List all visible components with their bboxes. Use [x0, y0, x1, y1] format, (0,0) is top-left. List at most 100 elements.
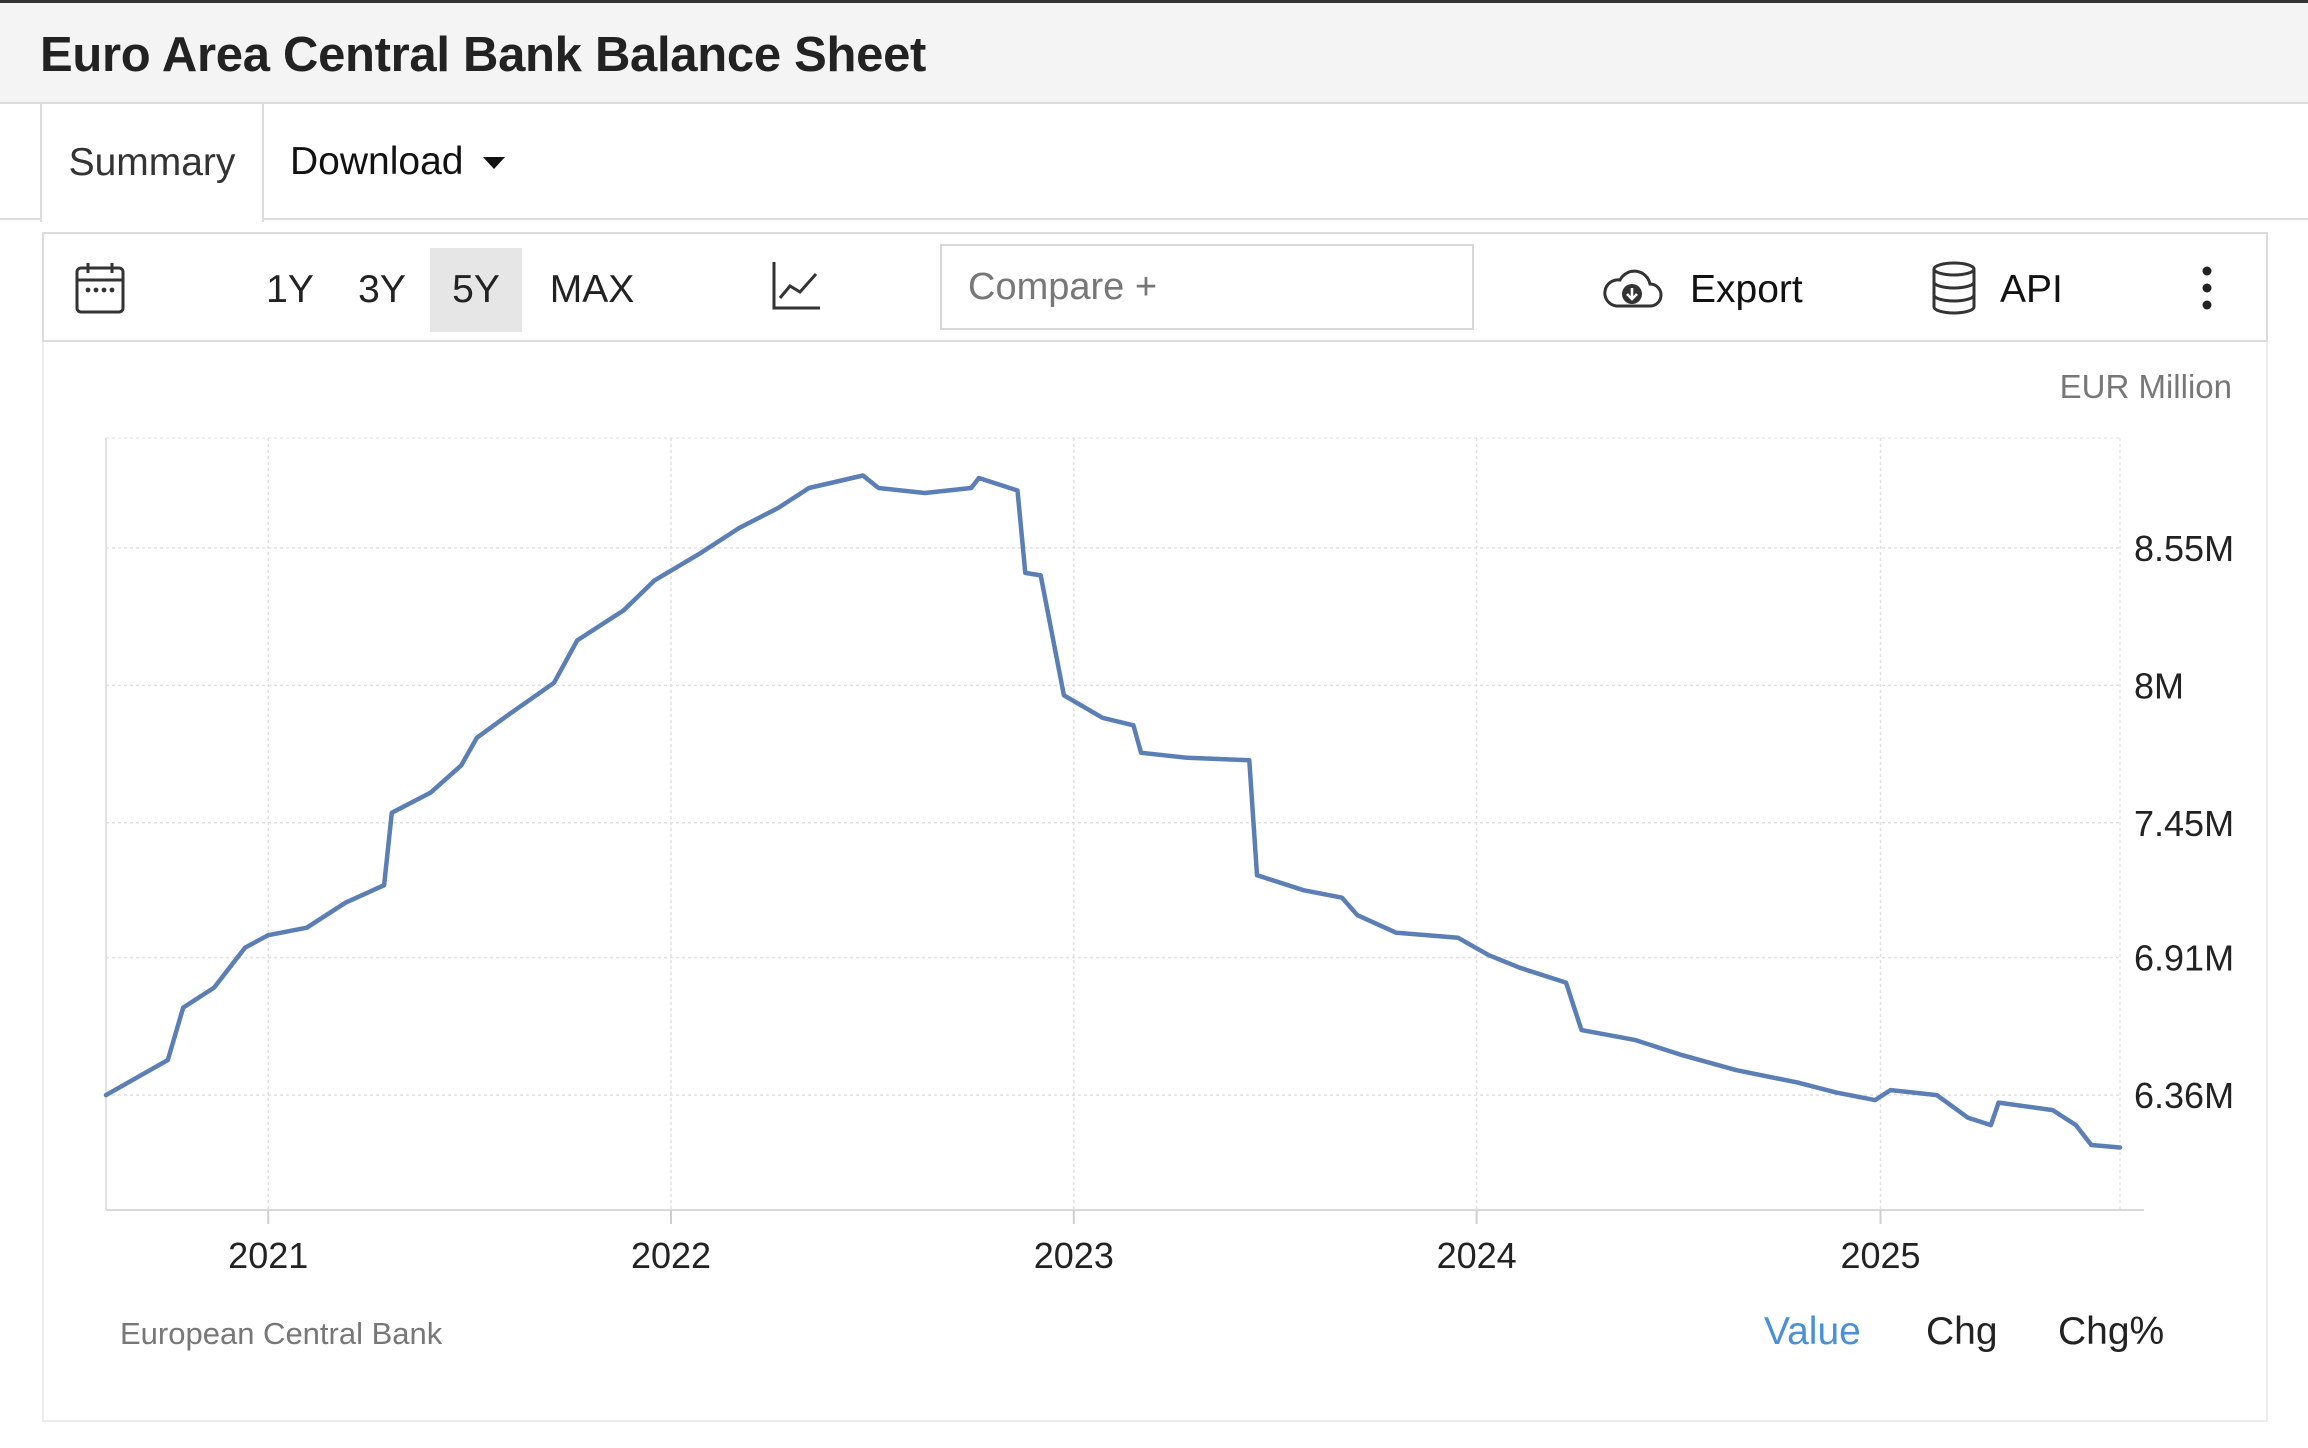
data-point — [1038, 573, 1043, 578]
data-point — [390, 811, 394, 815]
calendar-icon[interactable] — [74, 260, 126, 316]
title-bar: Euro Area Central Bank Balance Sheet — [0, 0, 2308, 104]
mode-chg-button[interactable]: Chg — [1926, 1310, 1998, 1353]
data-point — [505, 713, 510, 718]
api-button[interactable]: API — [1930, 248, 2063, 332]
api-label: API — [2000, 268, 2063, 311]
data-point — [266, 933, 271, 937]
data-point — [305, 925, 309, 930]
data-point — [1456, 935, 1460, 940]
range-5y-button[interactable]: 5Y — [430, 248, 522, 332]
x-tick-label: 2021 — [228, 1235, 308, 1276]
y-tick-label: 8M — [2134, 665, 2184, 706]
mode-chg-pct-button[interactable]: Chg% — [2058, 1310, 2165, 1353]
data-point — [1255, 873, 1259, 877]
compare-input[interactable]: Compare + — [940, 244, 1474, 330]
data-point — [1247, 758, 1252, 763]
page-title: Euro Area Central Bank Balance Sheet — [40, 28, 927, 82]
data-point — [459, 763, 464, 768]
data-point — [1301, 888, 1306, 892]
x-tick-label: 2023 — [1034, 1235, 1114, 1276]
y-tick-label: 8.55M — [2134, 528, 2234, 569]
data-point — [2050, 1108, 2055, 1112]
data-point — [243, 945, 247, 950]
data-point — [181, 1005, 185, 1010]
data-point — [1355, 913, 1360, 917]
series-layer — [103, 473, 2123, 1150]
data-point — [475, 736, 479, 740]
data-point — [2074, 1123, 2078, 1127]
data-point — [2089, 1143, 2094, 1147]
data-point — [343, 900, 348, 905]
y-tick-label: 7.45M — [2134, 803, 2234, 844]
data-point — [1734, 1068, 1738, 1072]
data-point — [807, 486, 811, 490]
data-point — [552, 681, 556, 685]
data-point — [1487, 953, 1491, 957]
data-point — [382, 883, 386, 887]
x-tick-label: 2025 — [1840, 1235, 1920, 1276]
data-point — [1131, 723, 1136, 728]
data-point — [1996, 1100, 2001, 1105]
data-point — [1888, 1088, 1893, 1092]
axes: 8.55M 8M 7.45M 6.91M 6.36M 2021 2022 2023 2024 20… — [105, 438, 2234, 1276]
data-point — [1185, 756, 1190, 760]
data-point — [1015, 488, 1020, 493]
caret-down-icon — [483, 157, 506, 169]
data-point — [428, 791, 433, 795]
data-point — [1139, 751, 1143, 755]
chart-toolbar: 1Y 3Y 5Y MAX Compare + Export API — [42, 232, 2268, 342]
tabs-row: Summary Download — [0, 104, 2308, 222]
x-tick-label: 2024 — [1437, 1235, 1517, 1276]
line-chart-icon[interactable] — [770, 260, 822, 312]
data-point — [1834, 1090, 1839, 1095]
mode-value-button[interactable]: Value — [1764, 1310, 1861, 1353]
range-max-button[interactable]: MAX — [549, 268, 635, 311]
database-icon — [1930, 260, 1978, 321]
data-point — [699, 551, 703, 555]
data-point — [1517, 965, 1522, 970]
data-point — [1989, 1123, 1993, 1127]
data-point — [212, 985, 216, 990]
data-point — [1394, 930, 1398, 935]
tab-download-label: Download — [290, 140, 464, 183]
data-point — [876, 486, 881, 490]
tab-summary[interactable]: Summary — [40, 104, 264, 222]
data-point — [1023, 571, 1028, 575]
x-tick-label: 2022 — [631, 1235, 711, 1276]
data-point — [2118, 1145, 2122, 1150]
data-point — [575, 638, 579, 643]
range-3y-button[interactable]: 3Y — [358, 268, 406, 311]
more-vertical-icon[interactable] — [2194, 256, 2220, 320]
data-point — [1633, 1038, 1638, 1042]
grid — [106, 437, 2121, 1210]
unit-label: EUR Million — [2059, 368, 2232, 405]
data-point — [652, 578, 657, 583]
cloud-download-icon — [1600, 264, 1664, 317]
data-point — [1340, 895, 1344, 900]
data-point — [1564, 980, 1568, 985]
y-tick-label: 6.91M — [2134, 938, 2234, 979]
data-point — [1873, 1098, 1877, 1102]
data-point — [1062, 693, 1066, 698]
data-point — [776, 506, 780, 510]
data-point — [1796, 1080, 1800, 1085]
data-point — [1935, 1093, 1939, 1097]
data-point — [977, 476, 981, 480]
data-point — [621, 608, 626, 613]
tab-download[interactable]: Download — [290, 104, 506, 220]
data-point — [1965, 1115, 1970, 1120]
data-point — [1100, 716, 1105, 720]
data-point — [923, 491, 927, 495]
series-line — [103, 473, 2123, 1150]
data-point — [166, 1058, 170, 1062]
data-point — [1579, 1028, 1584, 1032]
export-button[interactable]: Export — [1600, 248, 1803, 332]
data-point — [104, 1093, 108, 1097]
range-1y-button[interactable]: 1Y — [266, 268, 314, 311]
data-point — [969, 486, 973, 490]
data-point — [1680, 1053, 1684, 1057]
data-point — [737, 526, 742, 530]
export-label: Export — [1690, 268, 1803, 311]
